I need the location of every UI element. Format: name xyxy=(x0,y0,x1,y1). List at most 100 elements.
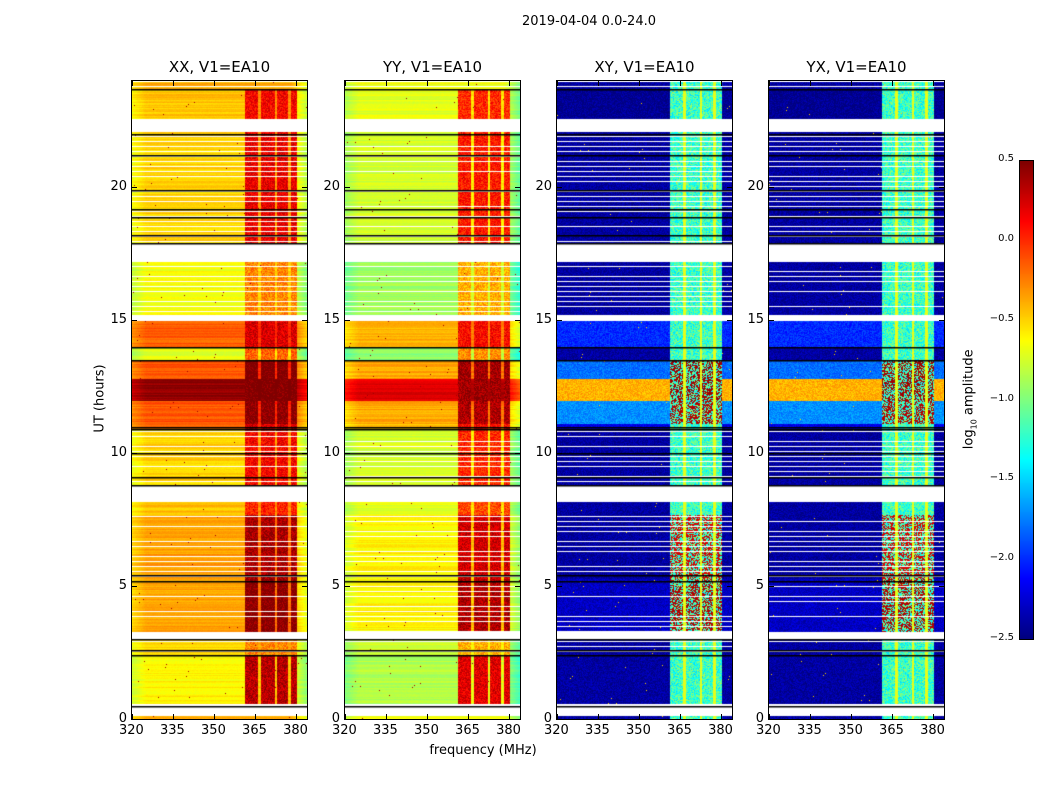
x-tick-mark xyxy=(255,81,257,86)
x-tick-mark xyxy=(386,81,388,86)
x-tick-label: 365 xyxy=(242,723,267,738)
x-tick-label: 350 xyxy=(201,723,226,738)
y-tick-label: 20 xyxy=(747,179,764,195)
x-tick-mark xyxy=(810,714,812,719)
heatmap-panel-yx xyxy=(768,80,945,720)
x-tick-mark xyxy=(296,81,298,86)
x-tick-mark xyxy=(214,81,216,86)
x-tick-mark xyxy=(639,714,641,719)
x-tick-mark xyxy=(296,714,298,719)
y-tick-label: 20 xyxy=(110,179,127,195)
x-tick-label: 335 xyxy=(797,723,822,738)
y-tick-mark xyxy=(132,187,137,189)
x-tick-label: 320 xyxy=(119,723,144,738)
y-tick-label: 10 xyxy=(323,445,340,461)
x-tick-mark xyxy=(255,714,257,719)
colorbar-tick-label: −2.5 xyxy=(989,632,1014,643)
x-tick-mark xyxy=(173,81,175,86)
x-tick-mark xyxy=(509,81,511,86)
figure-title: 2019-04-04 0.0-24.0 xyxy=(522,14,656,29)
y-tick-mark xyxy=(515,320,520,322)
y-tick-label: 10 xyxy=(535,445,552,461)
y-tick-mark xyxy=(769,719,774,720)
y-tick-label: 5 xyxy=(331,578,340,594)
y-tick-label: 0 xyxy=(543,711,552,726)
colorbar-tick-label: −1.5 xyxy=(989,472,1014,484)
x-tick-label: 365 xyxy=(455,723,480,738)
x-tick-mark xyxy=(892,714,894,719)
x-tick-label: 335 xyxy=(160,723,185,738)
y-tick-mark xyxy=(727,187,732,189)
y-tick-mark xyxy=(939,187,944,189)
y-tick-label: 15 xyxy=(323,312,340,328)
x-tick-mark xyxy=(345,81,346,86)
x-tick-label: 365 xyxy=(879,723,904,738)
colorbar-tick-label: −2.0 xyxy=(989,552,1014,564)
x-tick-mark xyxy=(933,714,935,719)
x-tick-label: 380 xyxy=(496,723,521,738)
y-tick-label: 15 xyxy=(747,312,764,328)
y-tick-mark xyxy=(939,320,944,322)
heatmap-panel-yy xyxy=(344,80,521,720)
x-tick-label: 335 xyxy=(373,723,398,738)
x-tick-mark xyxy=(132,81,133,86)
x-tick-mark xyxy=(557,81,558,86)
y-tick-mark xyxy=(727,719,732,720)
x-tick-mark xyxy=(933,81,935,86)
y-tick-mark xyxy=(769,586,774,588)
y-tick-mark xyxy=(345,586,350,588)
y-tick-label: 15 xyxy=(110,312,127,328)
y-tick-mark xyxy=(345,320,350,322)
y-tick-mark xyxy=(302,320,307,322)
y-tick-mark xyxy=(727,586,732,588)
heatmap-cells xyxy=(345,81,520,719)
colorbar-label-rest: amplitude xyxy=(961,349,977,420)
x-tick-mark xyxy=(639,81,641,86)
heatmap-cells xyxy=(557,81,732,719)
x-tick-label: 335 xyxy=(585,723,610,738)
x-tick-label: 350 xyxy=(626,723,651,738)
y-tick-mark xyxy=(302,586,307,588)
x-tick-mark xyxy=(468,714,470,719)
x-tick-mark xyxy=(173,714,175,719)
y-tick-label: 5 xyxy=(118,578,127,594)
colorbar xyxy=(1019,160,1034,640)
x-tick-label: 380 xyxy=(708,723,733,738)
x-tick-mark xyxy=(810,81,812,86)
x-tick-mark xyxy=(680,81,682,86)
x-tick-label: 350 xyxy=(838,723,863,738)
colorbar-label-sub: 10 xyxy=(969,419,979,430)
x-tick-label: 320 xyxy=(756,723,781,738)
y-tick-label: 20 xyxy=(535,179,552,195)
colorbar-tick-label: 0.5 xyxy=(998,153,1014,164)
x-tick-mark xyxy=(721,714,723,719)
x-tick-mark xyxy=(214,714,216,719)
y-tick-label: 5 xyxy=(755,578,764,594)
y-tick-mark xyxy=(132,320,137,322)
heatmap-cells xyxy=(769,81,944,719)
panel-title: YX, V1=EA10 xyxy=(806,58,907,76)
y-tick-mark xyxy=(515,719,520,720)
x-tick-mark xyxy=(598,714,600,719)
y-tick-mark xyxy=(939,719,944,720)
x-tick-label: 350 xyxy=(414,723,439,738)
x-tick-mark xyxy=(851,81,853,86)
colorbar-tick-label: −0.5 xyxy=(989,312,1014,324)
y-tick-mark xyxy=(302,453,307,455)
x-tick-mark xyxy=(680,714,682,719)
x-tick-mark xyxy=(427,714,429,719)
x-tick-mark xyxy=(468,81,470,86)
x-tick-mark xyxy=(598,81,600,86)
y-tick-mark xyxy=(515,586,520,588)
y-axis-label: UT (hours) xyxy=(92,364,108,433)
x-tick-label: 380 xyxy=(920,723,945,738)
x-tick-label: 365 xyxy=(667,723,692,738)
y-tick-label: 5 xyxy=(543,578,552,594)
y-tick-mark xyxy=(132,453,137,455)
colorbar-tick-label: −1.0 xyxy=(989,392,1014,404)
y-tick-mark xyxy=(557,187,562,189)
y-tick-label: 0 xyxy=(118,711,127,726)
y-tick-mark xyxy=(515,453,520,455)
y-tick-mark xyxy=(769,320,774,322)
x-tick-mark xyxy=(427,81,429,86)
